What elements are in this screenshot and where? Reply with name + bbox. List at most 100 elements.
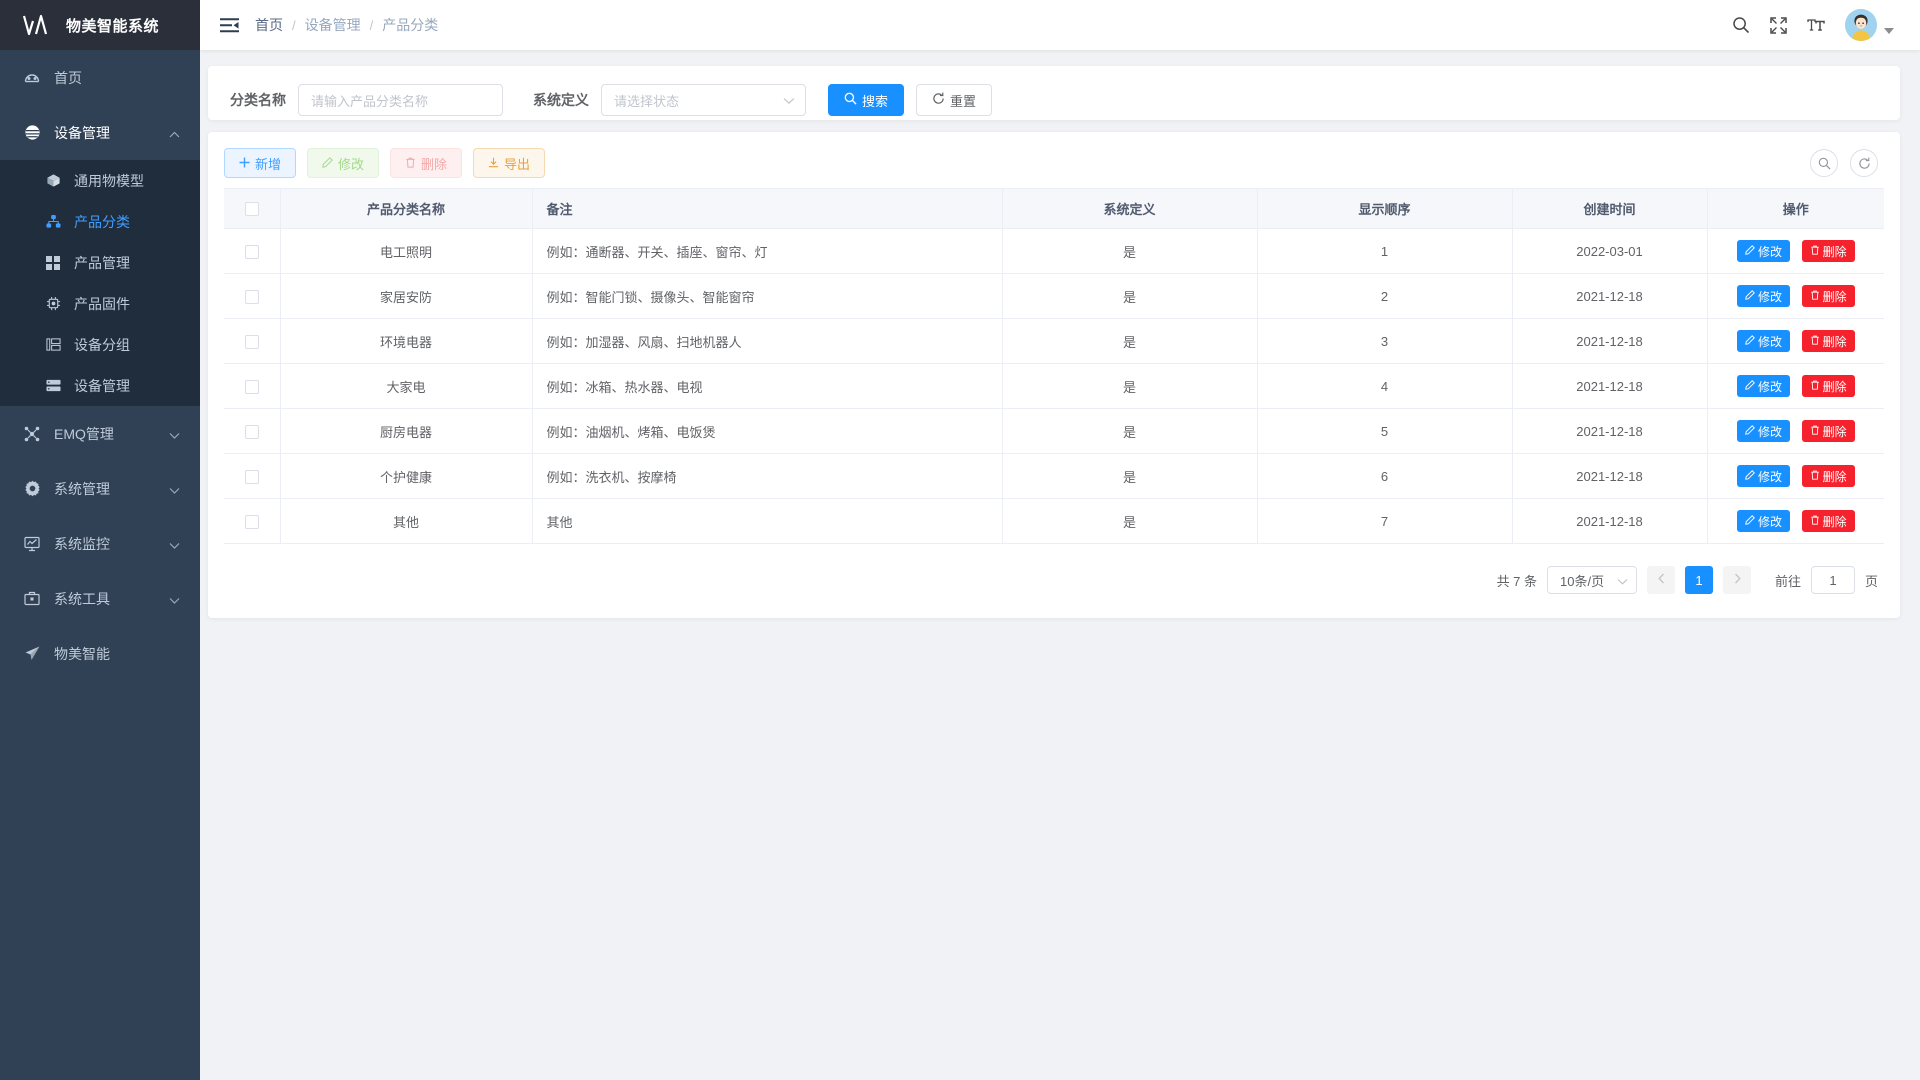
search-icon[interactable] [1810, 149, 1839, 177]
table-row[interactable]: 厨房电器 例如：油烟机、烤箱、电饭煲 是 5 2021-12-18 修改 [224, 408, 1885, 454]
fullscreen-icon[interactable] [1770, 16, 1787, 34]
sidebar-item-emq-management[interactable]: EMQ管理 [0, 406, 200, 461]
sidebar-item-label: EMQ管理 [54, 425, 114, 442]
cell-system: 是 [1002, 408, 1258, 454]
row-edit-button[interactable]: 修改 [1736, 420, 1790, 442]
pagination-page-1[interactable]: 1 [1685, 566, 1714, 594]
breadcrumb-separator: / [292, 17, 296, 33]
row-delete-button[interactable]: 删除 [1801, 465, 1855, 487]
search-button[interactable]: 搜索 [828, 84, 905, 116]
cell-system: 是 [1002, 318, 1258, 364]
reset-button[interactable]: 重置 [916, 84, 993, 116]
cell-created: 2021-12-18 [1512, 318, 1708, 364]
row-delete-button[interactable]: 删除 [1801, 420, 1855, 442]
row-edit-button[interactable]: 修改 [1736, 240, 1790, 262]
hamburger-icon[interactable] [200, 17, 255, 33]
row-delete-button[interactable]: 删除 [1801, 285, 1855, 307]
sidebar-item-product-management[interactable]: 产品管理 [0, 242, 200, 283]
sidebar-item-system-monitor[interactable]: 系统监控 [0, 516, 200, 571]
row-checkbox[interactable] [244, 514, 259, 529]
sidebar-item-system-management[interactable]: 系统管理 [0, 461, 200, 516]
breadcrumb-item-home[interactable]: 首页 [255, 17, 283, 33]
row-delete-label: 删除 [1822, 244, 1847, 259]
sidebar-item-home[interactable]: 首页 [0, 50, 200, 105]
edit-button[interactable]: 修改 [307, 148, 380, 178]
sidebar-item-device-management-sub[interactable]: 设备管理 [0, 365, 200, 406]
table-row[interactable]: 个护健康 例如：洗衣机、按摩椅 是 6 2021-12-18 修改 [224, 453, 1885, 499]
table-row[interactable]: 家居安防 例如：智能门锁、摄像头、智能窗帘 是 2 2021-12-18 修改 [224, 273, 1885, 319]
group-icon [42, 336, 64, 354]
sidebar-item-product-firmware[interactable]: 产品固件 [0, 283, 200, 324]
font-size-icon[interactable] [1807, 17, 1825, 34]
content-area: 分类名称 请输入产品分类名称 系统定义 请选择状态 [200, 50, 1920, 1080]
breadcrumb-separator: / [369, 17, 374, 33]
cell-created: 2021-12-18 [1512, 363, 1708, 409]
row-edit-button[interactable]: 修改 [1736, 465, 1790, 487]
row-delete-label: 删除 [1822, 334, 1847, 349]
search-form: 分类名称 请输入产品分类名称 系统定义 请选择状态 [230, 84, 1878, 116]
cell-name: 厨房电器 [280, 408, 533, 454]
trash-icon [1810, 514, 1820, 528]
select-all-checkbox[interactable] [244, 202, 259, 217]
trash-icon [405, 156, 416, 171]
row-checkbox[interactable] [244, 469, 259, 484]
trash-icon [1810, 289, 1820, 303]
table-row[interactable]: 大家电 例如：冰箱、热水器、电视 是 4 2021-12-18 修改 [224, 363, 1885, 409]
sidebar-item-generic-model[interactable]: 通用物模型 [0, 160, 200, 201]
pencil-icon [1745, 424, 1755, 438]
cell-actions: 修改 删除 [1707, 453, 1885, 499]
pencil-icon [1745, 289, 1755, 303]
delete-button[interactable]: 删除 [390, 148, 463, 178]
gear-icon [20, 479, 44, 499]
row-delete-button[interactable]: 删除 [1801, 240, 1855, 262]
row-checkbox[interactable] [244, 379, 259, 394]
page-size-select[interactable]: 10条/页 [1547, 566, 1638, 594]
brand-logo[interactable]: 物美智能系统 [0, 0, 200, 50]
row-checkbox[interactable] [244, 334, 259, 349]
row-select-cell [224, 453, 281, 499]
add-button[interactable]: 新增 [224, 148, 297, 178]
column-header-order: 显示顺序 [1257, 188, 1513, 229]
row-edit-button[interactable]: 修改 [1736, 375, 1790, 397]
row-edit-button[interactable]: 修改 [1736, 285, 1790, 307]
dashboard-icon [20, 68, 44, 88]
table-row[interactable]: 电工照明 例如：通断器、开关、插座、窗帘、灯 是 1 2022-03-01 修改 [224, 228, 1885, 274]
table-row[interactable]: 其他 其他 是 7 2021-12-18 修改 [224, 498, 1885, 544]
system-defined-select[interactable]: 请选择状态 [601, 84, 806, 116]
row-checkbox[interactable] [244, 424, 259, 439]
sidebar-item-device-group[interactable]: 设备分组 [0, 324, 200, 365]
row-edit-label: 修改 [1757, 469, 1782, 484]
sidebar-item-label: 系统工具 [54, 590, 110, 607]
row-checkbox[interactable] [244, 289, 259, 304]
pagination-jump-input[interactable]: 1 [1811, 566, 1856, 594]
row-edit-button[interactable]: 修改 [1736, 330, 1790, 352]
main-container: 首页 / 设备管理 / 产品分类 [200, 0, 1920, 1080]
refresh-icon[interactable] [1850, 149, 1879, 177]
cell-order: 7 [1257, 498, 1513, 544]
cell-name: 个护健康 [280, 453, 533, 499]
row-delete-button[interactable]: 删除 [1801, 330, 1855, 352]
add-button-label: 新增 [255, 156, 282, 172]
category-name-input[interactable]: 请输入产品分类名称 [298, 84, 503, 116]
trash-icon [1810, 244, 1820, 258]
row-select-cell [224, 273, 281, 319]
sidebar-item-system-tools[interactable]: 系统工具 [0, 571, 200, 626]
cell-name: 家居安防 [280, 273, 533, 319]
search-icon[interactable] [1732, 16, 1750, 34]
chevron-up-icon [169, 125, 180, 141]
system-defined-label: 系统定义 [533, 92, 589, 108]
cell-order: 2 [1257, 273, 1513, 319]
table-row[interactable]: 环境电器 例如：加湿器、风扇、扫地机器人 是 3 2021-12-18 修改 [224, 318, 1885, 364]
sidebar-item-wumei-smart[interactable]: 物美智能 [0, 626, 200, 681]
row-edit-button[interactable]: 修改 [1736, 510, 1790, 532]
export-button[interactable]: 导出 [473, 148, 546, 178]
refresh-icon [932, 92, 945, 108]
row-delete-button[interactable]: 删除 [1801, 375, 1855, 397]
row-checkbox[interactable] [244, 244, 259, 259]
avatar-menu[interactable] [1845, 9, 1895, 41]
pagination-next-button[interactable] [1723, 566, 1752, 594]
sidebar-item-device-management[interactable]: 设备管理 [0, 105, 200, 160]
sidebar-item-product-category[interactable]: 产品分类 [0, 201, 200, 242]
pagination-prev-button[interactable] [1647, 566, 1676, 594]
row-delete-button[interactable]: 删除 [1801, 510, 1855, 532]
